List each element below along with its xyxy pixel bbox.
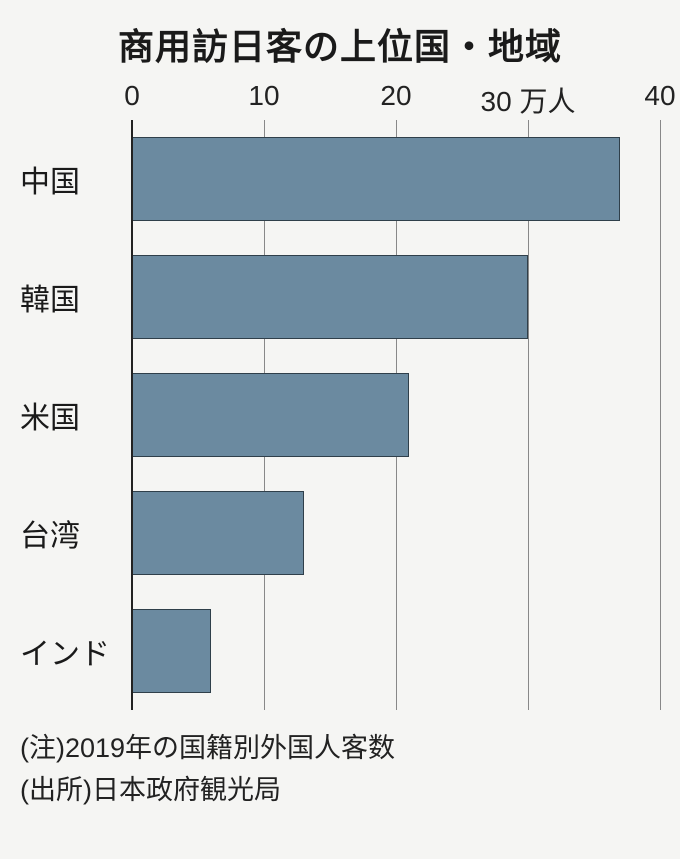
chart-footer: (注)2019年の国籍別外国人客数 (出所)日本政府観光局 <box>20 728 660 812</box>
bar <box>132 491 304 576</box>
chart: 0102030 万人40 中国韓国米国台湾インド <box>20 80 660 710</box>
category-label: 台湾 <box>20 511 132 555</box>
x-tick-label: 30 万人 <box>481 80 576 120</box>
bar-track <box>132 592 660 710</box>
x-tick-label: 0 <box>124 80 140 112</box>
footer-source: (出所)日本政府観光局 <box>20 770 660 812</box>
x-tick-label: 10 <box>248 80 279 112</box>
bar-row: 中国 <box>20 120 660 238</box>
x-tick-label: 40 <box>644 80 675 112</box>
category-label: 米国 <box>20 393 132 437</box>
category-label: 韓国 <box>20 275 132 319</box>
bar-row: インド <box>20 592 660 710</box>
bar-track <box>132 120 660 238</box>
bar <box>132 609 211 694</box>
category-label: 中国 <box>20 157 132 201</box>
bar-track <box>132 238 660 356</box>
plot-area: 中国韓国米国台湾インド <box>20 120 660 710</box>
bar-row: 韓国 <box>20 238 660 356</box>
y-axis-line <box>131 120 133 710</box>
bar-row: 米国 <box>20 356 660 474</box>
bar <box>132 255 528 340</box>
footer-note: (注)2019年の国籍別外国人客数 <box>20 728 660 770</box>
bar <box>132 137 620 222</box>
chart-title: 商用訪日客の上位国・地域 <box>0 0 680 70</box>
bar-row: 台湾 <box>20 474 660 592</box>
x-axis-labels: 0102030 万人40 <box>132 80 660 120</box>
category-label: インド <box>20 629 132 673</box>
bar-track <box>132 356 660 474</box>
x-tick-label: 20 <box>380 80 411 112</box>
bar-rows: 中国韓国米国台湾インド <box>20 120 660 710</box>
bar-track <box>132 474 660 592</box>
bar <box>132 373 409 458</box>
gridline <box>660 120 661 710</box>
